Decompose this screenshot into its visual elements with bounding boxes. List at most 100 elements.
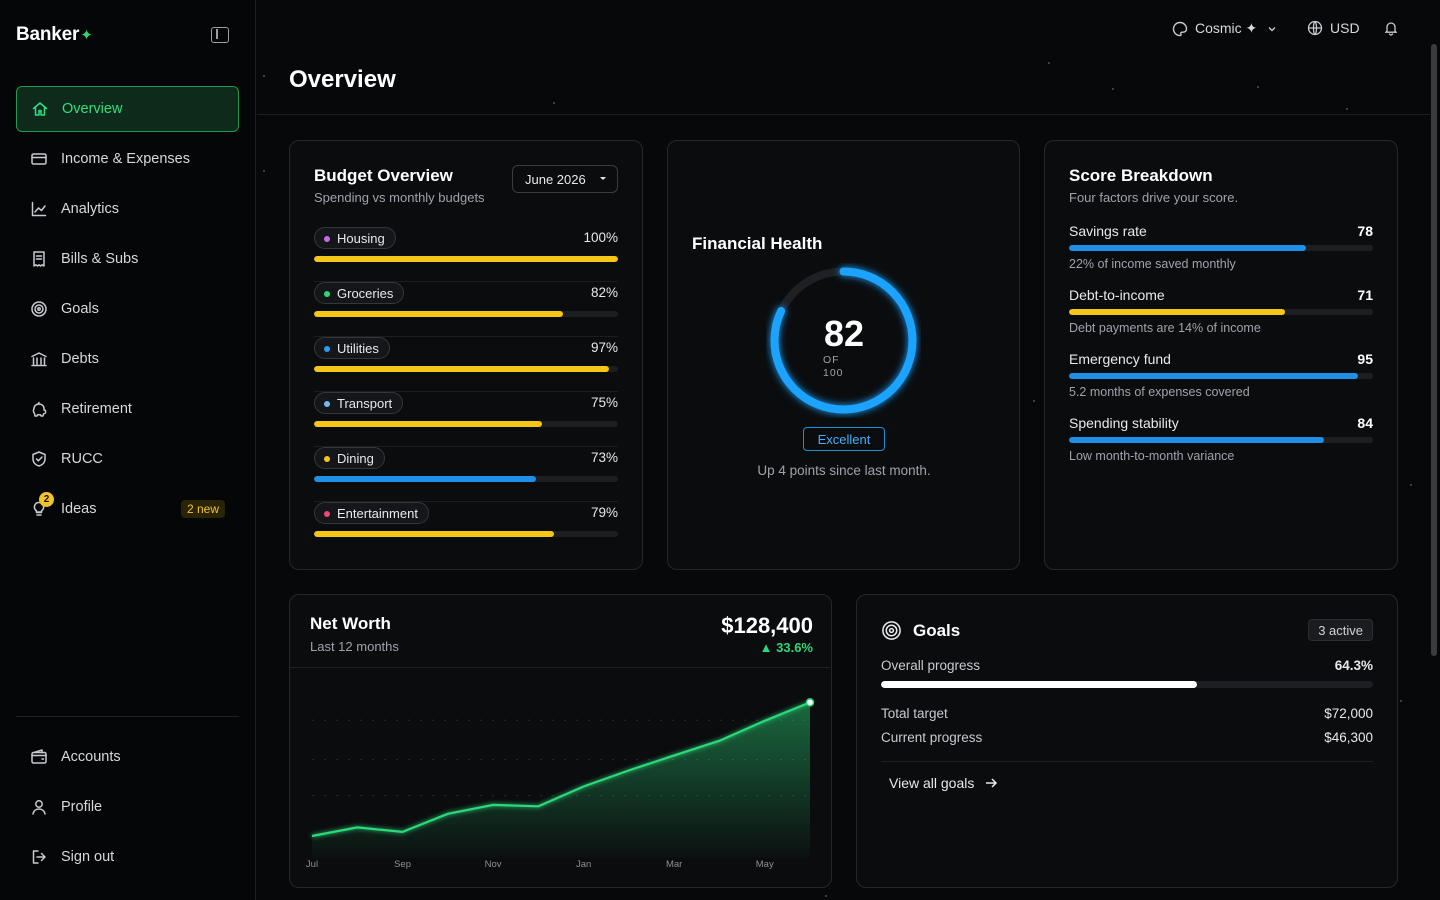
budget-bar — [314, 531, 618, 537]
sidebar-item-accounts[interactable]: Accounts — [16, 734, 239, 780]
sidebar-item-label: Debts — [61, 351, 99, 367]
piggy-icon — [30, 400, 48, 418]
category-dot — [324, 401, 330, 407]
category-dot — [324, 236, 330, 242]
factor-bar-fill — [1069, 373, 1358, 379]
budget-bar-fill — [314, 421, 542, 427]
overall-progress-fill — [881, 681, 1198, 688]
budget-category-pill: Transport — [314, 392, 404, 414]
sidebar-item-profile[interactable]: Profile — [16, 784, 239, 830]
notifications-button[interactable] — [1383, 20, 1406, 36]
sidebar-item-retirement[interactable]: Retirement — [16, 386, 239, 432]
factor-bar — [1069, 309, 1373, 315]
sidebar-item-label: Goals — [61, 301, 99, 317]
factor-bar — [1069, 245, 1373, 251]
currency-label: USD — [1330, 20, 1360, 36]
sidebar-item-debts[interactable]: Debts — [16, 336, 239, 382]
category-dot — [324, 291, 330, 297]
star-dot — [553, 102, 555, 104]
view-all-goals-link[interactable]: View all goals — [889, 775, 998, 791]
sidebar-item-rucc[interactable]: RUCC — [16, 436, 239, 482]
overall-progress-label: Overall progress — [881, 658, 981, 673]
health-note: Up 4 points since last month. — [757, 463, 931, 478]
sidebar-item-sign-out[interactable]: Sign out — [16, 834, 239, 880]
target-icon — [30, 300, 48, 318]
sidebar-item-label: Sign out — [61, 849, 115, 865]
row-divider — [314, 391, 618, 392]
score-breakdown-card: Score Breakdown Four factors drive your … — [1044, 140, 1398, 570]
star-dot — [263, 75, 265, 77]
factor-note: 22% of income saved monthly — [1069, 257, 1236, 271]
factor-bar — [1069, 373, 1373, 379]
budget-bar — [314, 476, 618, 482]
sidebar-item-label: Accounts — [61, 749, 121, 765]
budget-row: Dining 73% — [314, 447, 618, 502]
sidebar-item-label: Bills & Subs — [61, 251, 139, 267]
star-dot — [1400, 700, 1402, 702]
sidebar-item-label: Retirement — [61, 401, 132, 417]
sidebar-item-income-expenses[interactable]: Income & Expenses — [16, 136, 239, 182]
factor-bar-fill — [1069, 245, 1307, 251]
net-worth-value: $128,400 — [721, 613, 813, 638]
sidebar-item-ideas[interactable]: 2 Ideas 2 new — [16, 486, 239, 532]
factor-label: Debt-to-income — [1069, 287, 1165, 303]
budget-category-pill: Groceries — [314, 282, 405, 304]
factor-note: Low month-to-month variance — [1069, 449, 1235, 463]
net-worth-change: ▲ 33.6% — [759, 640, 813, 655]
net-worth-chart: Jul Sep Nov Jan Mar May — [306, 698, 815, 870]
month-select[interactable]: June 2026 — [512, 165, 618, 193]
score-of-label: OF 100 — [823, 354, 844, 379]
budget-bar-fill — [314, 366, 609, 372]
budget-category-pill: Entertainment — [314, 502, 429, 524]
collapse-sidebar-button[interactable] — [211, 27, 229, 43]
factor-value: 78 — [1357, 223, 1373, 239]
target-icon — [882, 621, 901, 640]
star-dot — [1346, 108, 1348, 110]
health-gauge — [770, 267, 917, 414]
budget-bar — [314, 311, 618, 317]
sidebar: Banker✦ Overview Income & Expenses Analyti… — [0, 0, 256, 900]
month-label: June 2026 — [525, 171, 586, 187]
budget-percent: 82% — [590, 285, 618, 300]
app-logo[interactable]: Banker✦ — [16, 24, 93, 45]
factor-label: Emergency fund — [1069, 351, 1171, 367]
sidebar-item-label: Analytics — [61, 201, 120, 217]
budget-row: Utilities 97% — [314, 337, 618, 392]
sidebar-item-overview[interactable]: Overview — [16, 86, 239, 132]
net-worth-divider — [290, 667, 830, 668]
view-all-goals-label: View all goals — [889, 775, 975, 791]
sidebar-item-analytics[interactable]: Analytics — [16, 186, 239, 232]
receipt-icon — [30, 250, 48, 268]
sidebar-item-bills-subs[interactable]: Bills & Subs — [16, 236, 239, 282]
budget-row: Entertainment 79% — [314, 502, 618, 557]
x-tick-label: Nov — [485, 859, 502, 870]
score-factor-row: Spending stability 84 Low month-to-month v… — [1069, 415, 1373, 475]
current-progress-value: $46,300 — [1324, 730, 1373, 745]
factor-bar — [1069, 437, 1373, 443]
goals-divider — [881, 761, 1373, 762]
net-worth-card: Net Worth Last 12 months $128,400 ▲ 33.6… — [289, 594, 832, 888]
theme-selector[interactable]: Cosmic ✦ — [1172, 20, 1277, 37]
x-tick-label: May — [756, 859, 774, 870]
health-rating-badge: Excellent — [803, 427, 885, 451]
star-dot — [263, 170, 265, 172]
sidebar-item-goals[interactable]: Goals — [16, 286, 239, 332]
x-tick-label: Jan — [576, 859, 591, 870]
budget-percent: 73% — [590, 450, 618, 465]
home-icon — [31, 100, 49, 118]
health-title: Financial Health — [692, 234, 823, 253]
page-scrollbar[interactable] — [1431, 44, 1437, 656]
theme-label: Cosmic ✦ — [1195, 20, 1258, 36]
overall-progress-bar — [881, 681, 1373, 688]
total-target-value: $72,000 — [1324, 706, 1373, 721]
factor-bar-fill — [1069, 309, 1285, 315]
gauge-arc — [770, 267, 917, 414]
budget-row: Housing 100% — [314, 227, 618, 282]
budget-bar — [314, 421, 618, 427]
user-icon — [30, 798, 48, 816]
currency-selector[interactable]: USD — [1307, 20, 1360, 36]
category-dot — [324, 456, 330, 462]
net-worth-area — [312, 702, 810, 858]
globe-icon — [1307, 20, 1323, 36]
budget-category-pill: Utilities — [314, 337, 390, 359]
